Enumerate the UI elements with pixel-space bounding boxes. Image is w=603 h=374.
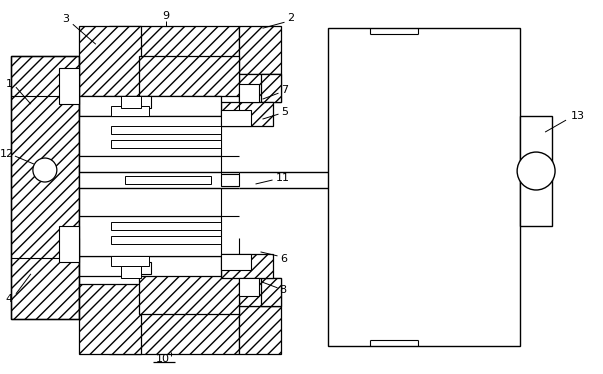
Text: 7: 7 <box>281 85 288 95</box>
Bar <box>260 278 280 306</box>
Text: 2: 2 <box>287 13 294 23</box>
Bar <box>239 278 280 306</box>
Bar <box>121 266 140 278</box>
Bar <box>125 176 210 184</box>
Bar <box>79 96 221 116</box>
Text: 12: 12 <box>0 149 14 159</box>
Text: 11: 11 <box>276 173 289 183</box>
Bar <box>139 96 151 108</box>
Text: 9: 9 <box>162 11 169 21</box>
Text: 10: 10 <box>156 354 169 364</box>
Text: 8: 8 <box>279 285 286 295</box>
Bar <box>239 26 280 74</box>
Bar <box>111 256 149 266</box>
Bar <box>260 74 280 102</box>
Bar <box>79 172 239 188</box>
Bar <box>79 216 221 256</box>
Circle shape <box>33 158 57 182</box>
Bar <box>239 84 259 102</box>
Bar <box>109 306 239 354</box>
Bar <box>111 236 221 244</box>
Bar <box>79 284 140 354</box>
Bar <box>59 68 79 104</box>
Bar <box>139 262 151 274</box>
Text: 4: 4 <box>5 294 13 304</box>
Bar <box>111 126 221 134</box>
Bar <box>221 110 251 126</box>
Bar <box>79 116 221 156</box>
Text: 5: 5 <box>281 107 288 117</box>
Bar <box>79 256 221 276</box>
Bar <box>139 274 239 314</box>
Bar <box>221 102 273 126</box>
Text: 13: 13 <box>571 111 585 121</box>
Bar <box>139 56 239 96</box>
Bar <box>59 226 79 262</box>
Text: 6: 6 <box>280 254 287 264</box>
Bar <box>239 278 259 296</box>
Bar <box>79 156 221 216</box>
Bar <box>221 174 239 186</box>
Bar <box>11 56 79 319</box>
Bar <box>109 26 239 74</box>
Bar <box>520 116 552 226</box>
Circle shape <box>517 152 555 190</box>
Bar <box>111 140 221 148</box>
Text: 3: 3 <box>62 14 69 24</box>
Bar <box>121 96 140 108</box>
Bar <box>11 56 79 319</box>
Bar <box>221 254 273 278</box>
Bar <box>239 74 280 102</box>
Text: 1: 1 <box>5 79 13 89</box>
Bar <box>329 28 520 346</box>
Bar <box>79 26 140 96</box>
Bar <box>111 222 221 230</box>
Bar <box>111 106 149 116</box>
Bar <box>221 254 251 270</box>
Bar <box>239 306 280 354</box>
